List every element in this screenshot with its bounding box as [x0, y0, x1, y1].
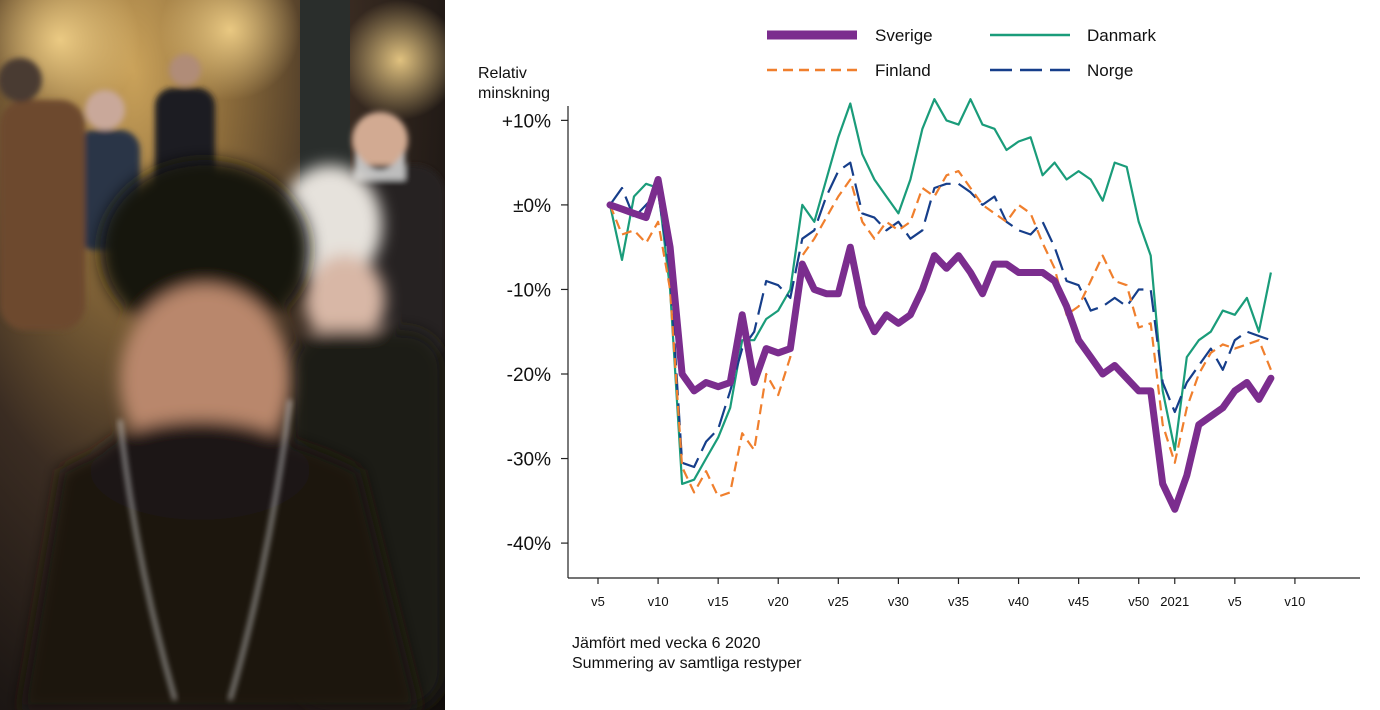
y-ticks: +10% ±0% -10% -20% -30% -40% — [502, 111, 568, 555]
x-tick-label-8: v45 — [1068, 594, 1089, 609]
y-tick-label-1: ±0% — [513, 196, 551, 217]
x-ticks: v5 v10 v15 v20 v25 v30 v35 v40 v45 v50 2021 v5 v10 — [591, 578, 1305, 609]
x-tick-label-12: v10 — [1284, 594, 1305, 609]
x-tick-label-5: v30 — [888, 594, 909, 609]
legend-label-finland: Finland — [875, 61, 931, 80]
y-tick-label-0: +10% — [502, 111, 551, 132]
series-line-finland — [608, 170, 1272, 498]
y-tick-label-2: -10% — [507, 280, 551, 301]
legend-label-danmark: Danmark — [1087, 26, 1156, 45]
series-line-danmark — [608, 98, 1272, 485]
legend-item-finland: Finland — [767, 61, 931, 80]
x-tick-label-3: v20 — [768, 594, 789, 609]
x-tick-label-10: 2021 — [1160, 594, 1189, 609]
legend-item-danmark: Danmark — [990, 26, 1156, 45]
y-axis-label-line1: Relativ — [478, 65, 527, 82]
x-tick-label-7: v40 — [1008, 594, 1029, 609]
series-line-norge — [609, 161, 1272, 469]
line-chart: Sverige Danmark Finland Norge Relativ mi… — [478, 26, 1360, 672]
legend-item-norge: Norge — [990, 61, 1133, 80]
x-tick-label-4: v25 — [828, 594, 849, 609]
commuters-photo — [0, 0, 445, 710]
x-tick-label-1: v10 — [648, 594, 669, 609]
x-tick-label-2: v15 — [708, 594, 729, 609]
x-tick-label-11: v5 — [1228, 594, 1242, 609]
legend-label-norge: Norge — [1087, 61, 1133, 80]
series-lines — [606, 98, 1275, 513]
note-line-2: Summering av samtliga restyper — [572, 655, 802, 672]
legend-item-sverige: Sverige — [767, 26, 933, 45]
y-tick-label-4: -30% — [507, 450, 551, 471]
x-tick-label-6: v35 — [948, 594, 969, 609]
series-line-sverige — [606, 176, 1275, 513]
y-tick-label-5: -40% — [507, 534, 551, 555]
photo-illustration — [0, 0, 445, 710]
y-axis-label-line2: minskning — [478, 85, 550, 102]
legend: Sverige Danmark Finland Norge — [767, 26, 1156, 80]
x-tick-label-0: v5 — [591, 594, 605, 609]
y-tick-label-3: -20% — [507, 365, 551, 386]
x-tick-label-9: v50 — [1128, 594, 1149, 609]
legend-label-sverige: Sverige — [875, 26, 933, 45]
note-line-1: Jämfört med vecka 6 2020 — [572, 635, 761, 652]
